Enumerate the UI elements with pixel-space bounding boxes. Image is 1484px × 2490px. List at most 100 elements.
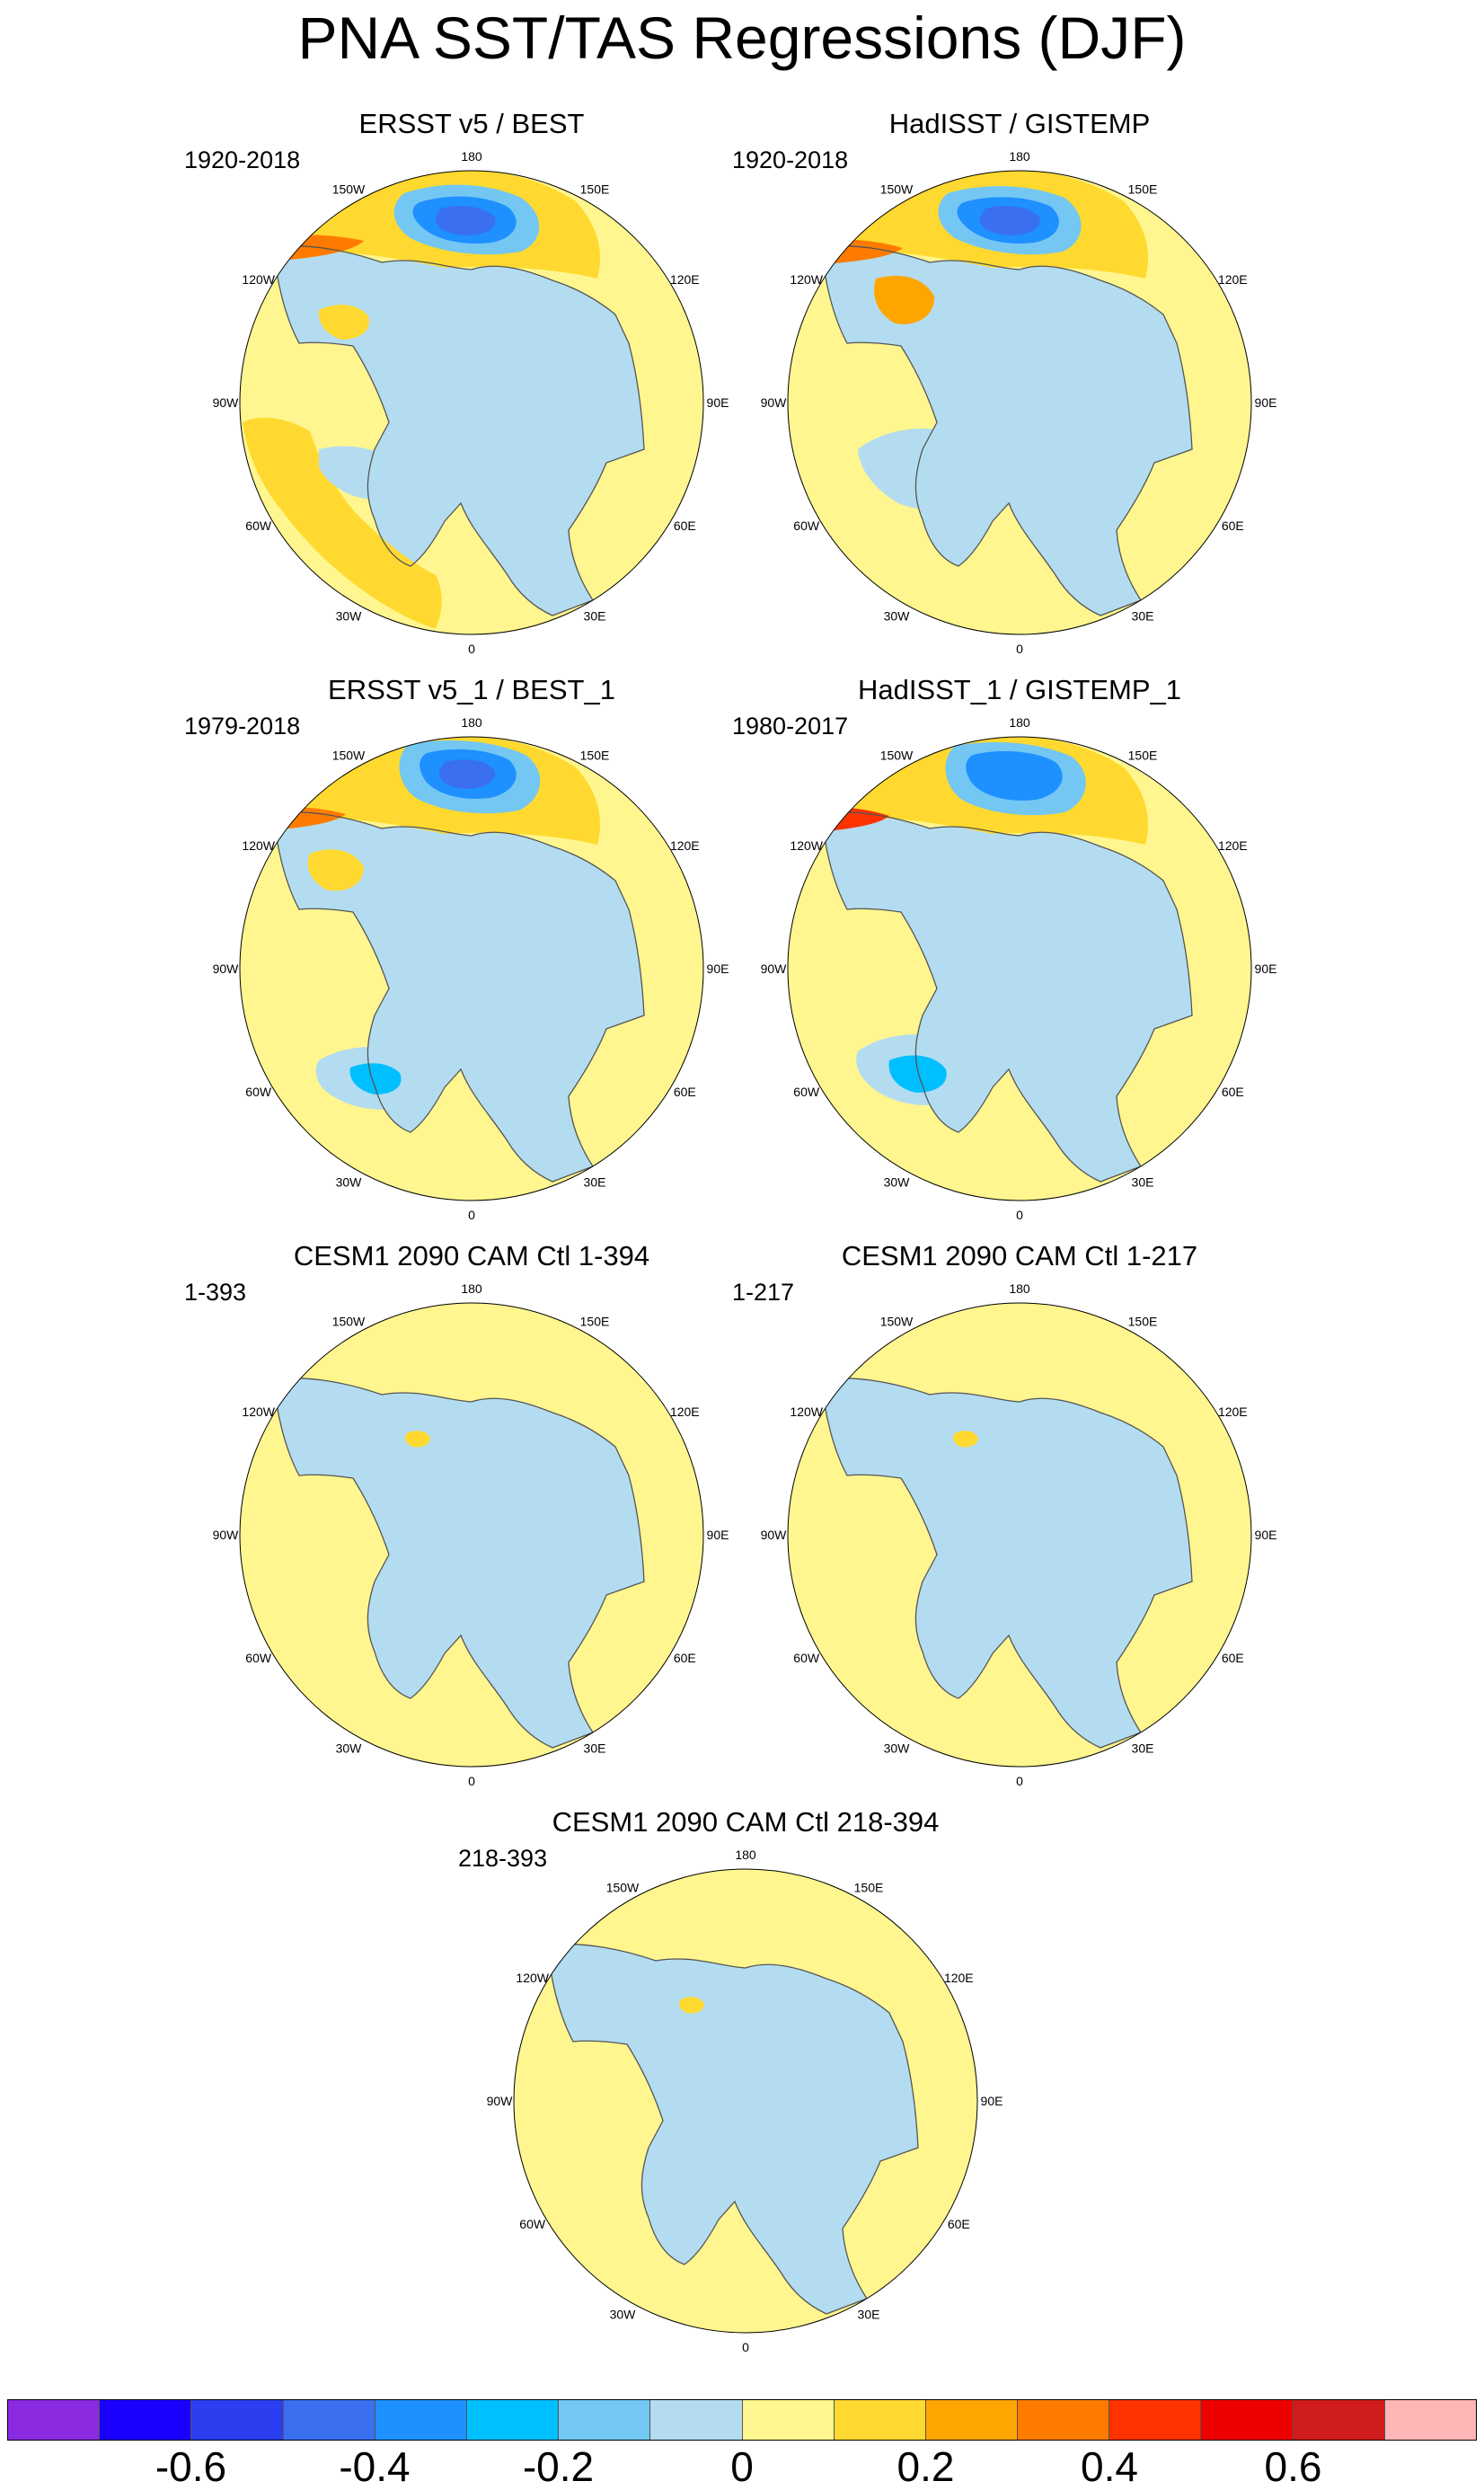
longitude-label: 0: [468, 642, 475, 656]
colorbar-swatch: [1018, 2399, 1110, 2441]
coastline: [821, 245, 1193, 616]
longitude-label: 60W: [793, 1085, 820, 1099]
colorbar-swatch: [375, 2399, 467, 2441]
longitude-label: 30E: [1132, 1741, 1154, 1755]
longitude-label: 180: [461, 1281, 482, 1296]
colorbar-tick-label: 0: [730, 2443, 754, 2490]
anomaly-contour-4: [438, 759, 496, 789]
longitude-label: 120E: [1218, 272, 1248, 287]
map-border: [239, 170, 704, 635]
longitude-label: 90E: [707, 961, 729, 976]
map-panel-ersst-best-1: 180 150E 120E 90E 60E 30E 0 30W 60W 90W 120W 150W E…: [175, 674, 768, 1240]
longitude-label: 90W: [761, 395, 788, 410]
longitude-label: 60E: [1222, 1651, 1244, 1665]
anomaly-region-negative: [274, 245, 644, 616]
anomaly-contour-3: [966, 750, 1063, 801]
anomaly-region-negative: [822, 1378, 1192, 1748]
longitude-label: 150W: [606, 1881, 640, 1895]
longitude-label: 60W: [793, 518, 820, 533]
coastline: [273, 245, 645, 616]
period-label: 1-217: [732, 1279, 795, 1306]
anomaly-contour-6: [858, 428, 976, 510]
colorbar-tick-label: 0.2: [897, 2443, 955, 2490]
panel-title: CESM1 2090 CAM Ctl 1-217: [841, 1240, 1198, 1272]
coastline: [273, 811, 645, 1183]
anomaly-contour-5: [874, 275, 935, 324]
longitude-label: 90W: [761, 1528, 788, 1542]
longitude-label: 120E: [1218, 838, 1248, 853]
polar-map: 180 150E 120E 90E 60E 30E 0 30W 60W 90W 120W 150W: [487, 1848, 1003, 2354]
longitude-label: 0: [1016, 1208, 1023, 1222]
map-border: [787, 736, 1252, 1201]
longitude-label: 60E: [948, 2217, 970, 2231]
period-label: 1920-2018: [184, 146, 301, 173]
colorbar-labels: -0.6 -0.4 -0.2 0 0.2 0.4 0.6: [0, 2446, 1484, 2489]
period-label: 1-393: [184, 1279, 247, 1306]
anomaly-contour-0: [679, 1997, 704, 2014]
longitude-label: 90E: [707, 1528, 729, 1542]
longitude-label: 0: [468, 1208, 475, 1222]
panel-title: CESM1 2090 CAM Ctl 1-394: [293, 1240, 650, 1272]
panel-title: CESM1 2090 CAM Ctl 218-394: [552, 1806, 940, 1838]
longitude-label: 60W: [519, 2217, 546, 2231]
longitude-label: 150W: [880, 749, 914, 763]
longitude-label: 90E: [1255, 961, 1277, 976]
colorbar: [7, 2399, 1477, 2441]
longitude-label: 30W: [336, 1741, 363, 1755]
longitude-label: 120W: [242, 272, 275, 287]
map-border: [239, 736, 704, 1201]
longitude-label: 180: [461, 715, 482, 730]
longitude-label: 30W: [336, 1174, 363, 1189]
longitude-label: 180: [735, 1848, 756, 1862]
colorbar-swatch: [1384, 2399, 1477, 2441]
longitude-label: 90W: [213, 961, 240, 976]
longitude-label: 60W: [245, 1085, 272, 1099]
map-panel-cesm1-218-394: 180 150E 120E 90E 60E 30E 0 30W 60W 90W 120W 150W C…: [449, 1806, 1042, 2372]
map-panel-hadisst-gistemp-1: 180 150E 120E 90E 60E 30E 0 30W 60W 90W 120W 150W H…: [723, 674, 1316, 1240]
coastline: [273, 1378, 645, 1749]
longitude-label: 150E: [1128, 749, 1158, 763]
longitude-label: 30W: [884, 1174, 911, 1189]
longitude-label: 30E: [858, 2307, 880, 2321]
map-panel-ersst-best: 180 150E 120E 90E 60E 30E 0 30W 60W 90W 120W 150W E…: [175, 108, 768, 674]
longitude-label: 90E: [1255, 395, 1277, 410]
longitude-label: 150E: [1128, 182, 1158, 197]
panel-title: HadISST_1 / GISTEMP_1: [857, 674, 1182, 705]
colorbar-swatch: [1201, 2399, 1294, 2441]
colorbar-swatch: [7, 2399, 101, 2441]
colorbar-tick-label: -0.4: [339, 2443, 411, 2490]
longitude-label: 30W: [610, 2307, 637, 2321]
longitude-label: 120E: [670, 1405, 700, 1419]
longitude-label: 120E: [1218, 1405, 1248, 1419]
longitude-label: 150E: [854, 1881, 884, 1895]
longitude-label: 180: [1009, 149, 1030, 164]
colorbar-tick-label: -0.2: [522, 2443, 595, 2490]
colorbar-swatch: [1109, 2399, 1202, 2441]
longitude-label: 150W: [880, 182, 914, 197]
longitude-label: 90E: [1255, 1528, 1277, 1542]
longitude-label: 30E: [1132, 1174, 1154, 1189]
longitude-label: 120E: [670, 272, 700, 287]
period-label: 1920-2018: [732, 146, 849, 173]
anomaly-contour-7: [349, 1063, 402, 1094]
polar-map: 180 150E 120E 90E 60E 30E 0 30W 60W 90W 120W 150W: [761, 149, 1277, 656]
panel-title: ERSST v5_1 / BEST_1: [328, 674, 615, 705]
anomaly-contour-0: [405, 1431, 430, 1448]
longitude-label: 30E: [584, 608, 606, 623]
longitude-label: 30E: [1132, 608, 1154, 623]
colorbar-tick-label: 0.4: [1081, 2443, 1138, 2490]
longitude-label: 60W: [793, 1651, 820, 1665]
longitude-label: 90W: [213, 395, 240, 410]
polar-map: 180 150E 120E 90E 60E 30E 0 30W 60W 90W 120W 150W: [761, 715, 1277, 1222]
colorbar-swatch: [191, 2399, 284, 2441]
polar-map: 180 150E 120E 90E 60E 30E 0 30W 60W 90W 120W 150W: [761, 1281, 1277, 1788]
longitude-label: 150W: [332, 1315, 366, 1329]
longitude-label: 150W: [332, 749, 366, 763]
period-label: 218-393: [458, 1845, 548, 1872]
map-panel-cesm1-1-217: 180 150E 120E 90E 60E 30E 0 30W 60W 90W 120W 150W C…: [723, 1240, 1316, 1806]
longitude-label: 0: [1016, 642, 1023, 656]
longitude-label: 60E: [1222, 518, 1244, 533]
panel-title: HadISST / GISTEMP: [888, 108, 1151, 139]
longitude-label: 90E: [981, 2094, 1003, 2108]
longitude-label: 60E: [674, 1085, 696, 1099]
